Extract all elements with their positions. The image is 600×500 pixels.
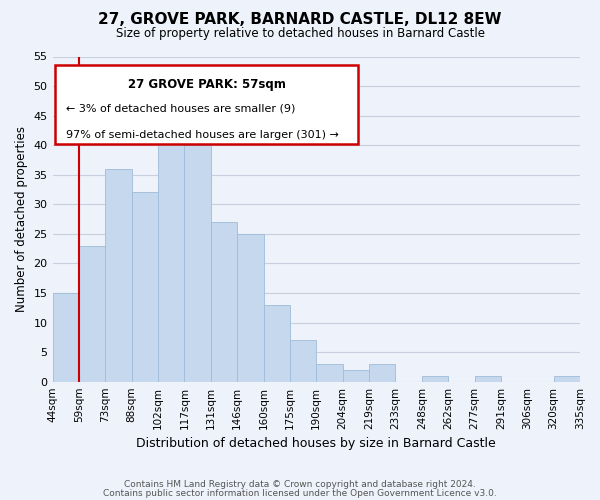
Y-axis label: Number of detached properties: Number of detached properties [15,126,28,312]
Bar [316,364,343,382]
Text: Contains public sector information licensed under the Open Government Licence v3: Contains public sector information licen… [103,488,497,498]
Text: Size of property relative to detached houses in Barnard Castle: Size of property relative to detached ho… [115,28,485,40]
X-axis label: Distribution of detached houses by size in Barnard Castle: Distribution of detached houses by size … [136,437,496,450]
Text: 97% of semi-detached houses are larger (301) →: 97% of semi-detached houses are larger (… [66,130,338,140]
Bar [79,246,105,382]
Text: ← 3% of detached houses are smaller (9): ← 3% of detached houses are smaller (9) [66,104,295,114]
Bar [105,169,131,382]
Bar [475,376,501,382]
Bar [211,222,237,382]
Bar [290,340,316,382]
Text: Contains HM Land Registry data © Crown copyright and database right 2024.: Contains HM Land Registry data © Crown c… [124,480,476,489]
Bar [263,305,290,382]
Bar [343,370,369,382]
FancyBboxPatch shape [55,64,358,144]
Text: 27 GROVE PARK: 57sqm: 27 GROVE PARK: 57sqm [128,78,286,90]
Bar [131,192,158,382]
Bar [53,293,79,382]
Bar [422,376,448,382]
Bar [158,122,184,382]
Bar [369,364,395,382]
Text: 27, GROVE PARK, BARNARD CASTLE, DL12 8EW: 27, GROVE PARK, BARNARD CASTLE, DL12 8EW [98,12,502,28]
Bar [554,376,580,382]
Bar [237,234,263,382]
Bar [184,145,211,382]
